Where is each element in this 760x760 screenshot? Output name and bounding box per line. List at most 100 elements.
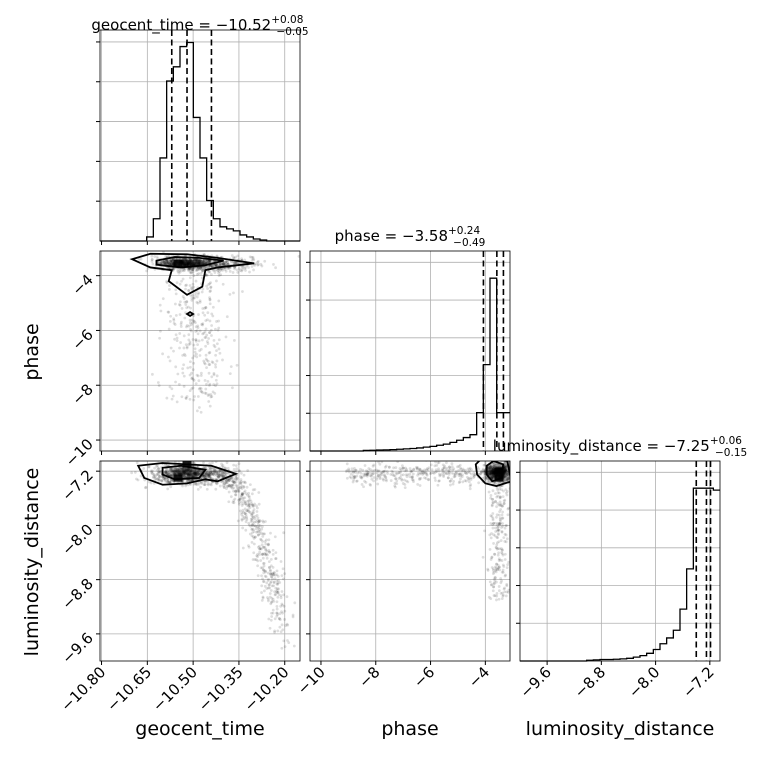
sample-point: [223, 261, 227, 265]
sample-point: [393, 484, 397, 488]
sample-point: [203, 474, 206, 478]
sample-point: [344, 470, 348, 473]
sample-point: [195, 483, 199, 486]
sample-point: [505, 467, 509, 471]
sample-point: [180, 268, 184, 272]
sample-point: [297, 255, 300, 258]
sample-point: [505, 590, 509, 594]
sample-point: [503, 474, 507, 478]
sample-point: [372, 479, 375, 483]
sample-point: [247, 495, 251, 499]
sample-point: [169, 467, 173, 470]
sample-point: [193, 321, 197, 324]
sample-point: [192, 258, 196, 262]
sample-point: [491, 589, 495, 593]
sample-point: [279, 630, 283, 634]
sample-point: [195, 261, 199, 265]
sample-point: [484, 475, 487, 479]
sample-point: [160, 479, 164, 483]
sample-point: [218, 474, 222, 477]
sample-point: [207, 474, 211, 478]
sample-point: [218, 263, 222, 267]
sample-point: [504, 464, 507, 468]
sample-point: [278, 612, 282, 616]
sample-point: [171, 473, 175, 477]
density-cell: [182, 467, 192, 475]
sample-point: [376, 475, 380, 479]
sample-point: [197, 406, 201, 409]
sample-point: [257, 520, 261, 523]
sample-point: [454, 470, 458, 474]
sample-point: [264, 547, 268, 551]
sample-point: [423, 470, 426, 474]
sample-point: [491, 466, 495, 469]
sample-point: [260, 543, 264, 547]
sample-point: [488, 472, 492, 476]
sample-point: [240, 257, 244, 261]
sample-point: [213, 473, 216, 477]
sample-point: [136, 478, 140, 482]
sample-point: [496, 528, 500, 532]
sample-point: [255, 530, 258, 534]
sample-point: [239, 509, 242, 513]
sample-point: [385, 479, 388, 483]
sample-point: [489, 583, 493, 587]
sample-point: [190, 268, 194, 272]
sample-point: [205, 366, 208, 369]
sample-point: [270, 596, 274, 600]
sample-point: [497, 597, 501, 601]
sample-point: [230, 254, 234, 257]
sample-point: [437, 479, 441, 483]
sample-point: [424, 471, 427, 475]
sample-point: [467, 480, 471, 484]
sample-point: [202, 259, 205, 263]
sample-point: [501, 522, 504, 525]
sample-point: [505, 468, 509, 472]
sample-point: [202, 483, 206, 486]
sample-point: [185, 324, 189, 327]
sample-point: [271, 573, 275, 577]
sample-point: [486, 480, 489, 484]
sample-point: [195, 473, 199, 477]
sample-point: [194, 382, 198, 386]
sample-point: [482, 470, 486, 474]
sample-point: [200, 270, 204, 274]
sample-point: [202, 261, 206, 265]
sample-point: [208, 298, 212, 302]
sample-point: [261, 545, 265, 549]
sample-point: [170, 260, 174, 264]
sample-point: [243, 258, 247, 262]
sample-point: [494, 500, 497, 504]
sample-point: [202, 261, 205, 265]
sample-point: [215, 374, 219, 378]
sample-point: [208, 468, 212, 471]
sample-point: [291, 615, 295, 619]
sample-point: [197, 261, 201, 265]
sample-point: [178, 466, 181, 470]
sample-point: [278, 581, 282, 584]
y-tick-label: −10: [62, 435, 97, 470]
sample-point: [189, 267, 192, 271]
sample-point: [193, 471, 197, 475]
sample-point: [206, 473, 210, 477]
sample-point: [452, 475, 456, 479]
sample-point: [271, 552, 275, 556]
sample-point: [187, 289, 191, 293]
sample-point: [155, 468, 159, 472]
x-tick-label: −7.2: [679, 663, 717, 701]
sample-point: [175, 336, 179, 340]
sample-point: [232, 501, 236, 505]
sample-point: [180, 279, 183, 283]
sample-point: [198, 354, 202, 357]
sample-point: [208, 473, 212, 477]
sample-point: [492, 533, 496, 537]
sample-point: [490, 469, 494, 473]
sample-point: [198, 299, 202, 303]
sample-point: [274, 266, 277, 270]
sample-point: [480, 470, 483, 474]
sample-point: [268, 586, 272, 590]
sample-point: [164, 470, 167, 474]
sample-point: [493, 594, 497, 598]
sample-point: [184, 303, 188, 307]
sample-point: [490, 555, 494, 559]
